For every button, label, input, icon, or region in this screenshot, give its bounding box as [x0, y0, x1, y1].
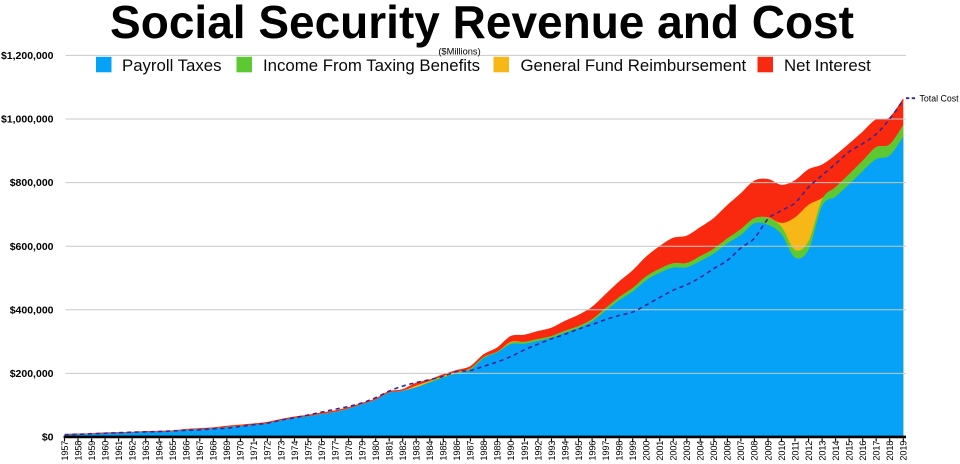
svg-text:Net Interest: Net Interest: [784, 56, 871, 75]
svg-text:2000: 2000: [642, 441, 652, 461]
svg-text:2008: 2008: [750, 441, 760, 461]
svg-text:2013: 2013: [817, 441, 827, 461]
svg-text:1990: 1990: [506, 441, 516, 461]
svg-text:2009: 2009: [763, 441, 773, 461]
svg-text:1998: 1998: [615, 441, 625, 461]
svg-text:1976: 1976: [317, 441, 327, 461]
svg-text:1967: 1967: [195, 441, 205, 461]
svg-text:1989: 1989: [493, 441, 503, 461]
svg-text:1962: 1962: [127, 441, 137, 461]
svg-text:1984: 1984: [425, 441, 435, 461]
svg-text:2010: 2010: [777, 441, 787, 461]
svg-text:$0: $0: [42, 432, 54, 444]
svg-text:1969: 1969: [222, 441, 232, 461]
svg-text:2003: 2003: [682, 441, 692, 461]
svg-text:2016: 2016: [858, 441, 868, 461]
svg-text:$800,000: $800,000: [10, 177, 54, 189]
svg-text:1963: 1963: [141, 441, 151, 461]
svg-text:2015: 2015: [844, 441, 854, 461]
svg-text:1988: 1988: [479, 441, 489, 461]
svg-text:2001: 2001: [655, 441, 665, 461]
svg-text:1981: 1981: [385, 441, 395, 461]
svg-text:1970: 1970: [236, 441, 246, 461]
svg-text:1997: 1997: [601, 441, 611, 461]
svg-text:1973: 1973: [276, 441, 286, 461]
svg-text:1983: 1983: [412, 441, 422, 461]
svg-text:($Millions): ($Millions): [438, 47, 480, 57]
svg-text:2004: 2004: [696, 441, 706, 461]
svg-text:1994: 1994: [560, 441, 570, 461]
svg-text:$1,200,000: $1,200,000: [1, 50, 54, 62]
svg-text:1957: 1957: [60, 441, 70, 461]
svg-text:Social Security Revenue and Co: Social Security Revenue and Cost: [110, 0, 854, 48]
svg-text:1978: 1978: [344, 441, 354, 461]
svg-text:1965: 1965: [168, 441, 178, 461]
svg-text:2002: 2002: [669, 441, 679, 461]
svg-text:1961: 1961: [114, 441, 124, 461]
svg-text:$400,000: $400,000: [10, 304, 54, 316]
svg-text:1999: 1999: [628, 441, 638, 461]
svg-text:1993: 1993: [547, 441, 557, 461]
svg-text:1960: 1960: [100, 441, 110, 461]
svg-text:2006: 2006: [723, 441, 733, 461]
svg-text:2007: 2007: [736, 441, 746, 461]
svg-text:1987: 1987: [466, 441, 476, 461]
svg-text:2017: 2017: [872, 441, 882, 461]
svg-text:1971: 1971: [249, 441, 259, 461]
svg-text:$200,000: $200,000: [10, 368, 54, 380]
svg-text:Income From Taxing Benefits: Income From Taxing Benefits: [263, 56, 480, 75]
svg-text:2018: 2018: [885, 441, 895, 461]
svg-text:1996: 1996: [587, 441, 597, 461]
svg-text:2012: 2012: [804, 441, 814, 461]
svg-text:1966: 1966: [182, 441, 192, 461]
svg-text:1958: 1958: [73, 441, 83, 461]
svg-text:1959: 1959: [87, 441, 97, 461]
svg-text:$600,000: $600,000: [10, 241, 54, 253]
svg-text:1977: 1977: [330, 441, 340, 461]
svg-text:1980: 1980: [371, 441, 381, 461]
svg-text:1975: 1975: [303, 441, 313, 461]
svg-text:1992: 1992: [533, 441, 543, 461]
svg-text:2005: 2005: [709, 441, 719, 461]
svg-text:1979: 1979: [357, 441, 367, 461]
svg-text:1964: 1964: [155, 441, 165, 461]
svg-text:2011: 2011: [790, 441, 800, 460]
svg-text:2019: 2019: [899, 441, 909, 461]
svg-text:1991: 1991: [520, 441, 530, 461]
svg-text:Payroll Taxes: Payroll Taxes: [122, 56, 222, 75]
svg-text:Total Cost: Total Cost: [920, 93, 960, 103]
svg-text:General Fund Reimbursement: General Fund Reimbursement: [521, 56, 747, 75]
svg-text:1982: 1982: [398, 441, 408, 461]
svg-text:$1,000,000: $1,000,000: [1, 114, 54, 126]
svg-text:1972: 1972: [263, 441, 273, 461]
svg-text:1985: 1985: [439, 441, 449, 461]
svg-text:1986: 1986: [452, 441, 462, 461]
svg-text:1974: 1974: [290, 441, 300, 461]
svg-text:1968: 1968: [209, 441, 219, 461]
svg-text:1995: 1995: [574, 441, 584, 461]
svg-text:2014: 2014: [831, 441, 841, 461]
